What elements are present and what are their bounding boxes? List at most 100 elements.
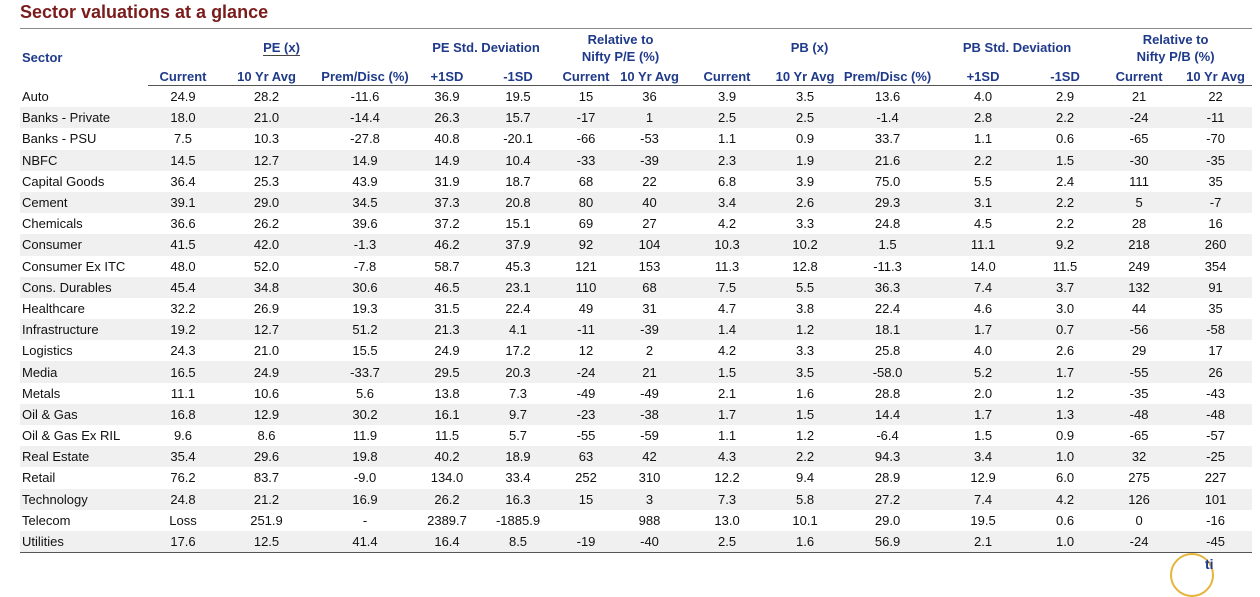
value-cell: 22 [642, 173, 657, 189]
value-cell: 17 [1208, 343, 1223, 359]
value-cell: 3 [615, 488, 685, 510]
value-cell: -38 [615, 403, 685, 425]
header-rel-pb-line2: Nifty P/B (%) [1136, 48, 1215, 64]
value-cell: 21.0 [218, 107, 315, 129]
value-cell: 1.2 [1056, 385, 1075, 401]
value-cell: 8.5 [479, 530, 558, 554]
sector-name-cell: Capital Goods [22, 173, 105, 189]
value-cell: 25.8 [874, 343, 901, 359]
sector-name-cell: Oil & Gas [20, 403, 148, 425]
sector-name-cell: Banks - PSU [22, 131, 97, 147]
value-cell: 5.6 [355, 385, 375, 401]
value-cell: 1.5 [1031, 149, 1100, 171]
value-cell: 0.9 [795, 131, 815, 147]
value-cell: 13.6 [874, 89, 901, 105]
table-row: Utilities 17.6 12.5 41.4 16.4 8.5 -19 -40 2.5 1.6… [20, 530, 1253, 554]
value-cell: 2 [645, 343, 654, 359]
value-cell: -1885.9 [495, 512, 541, 528]
value-cell: -59 [640, 428, 659, 444]
value-cell: 10.3 [684, 234, 771, 256]
sector-name-cell: Real Estate [20, 446, 148, 468]
value-cell: 19.8 [315, 446, 415, 468]
value-cell: 16.3 [479, 488, 558, 510]
value-cell: 7.5 [173, 131, 193, 147]
header-sector: Sector [22, 49, 63, 65]
value-cell: 153 [638, 258, 661, 274]
value-cell: 52.0 [253, 258, 280, 274]
value-cell: 20.3 [479, 361, 558, 383]
value-cell: 29.5 [415, 361, 479, 383]
subheader-cell: 10 Yr Avg [770, 66, 841, 86]
value-cell: 121 [575, 258, 597, 274]
value-cell: -45 [1179, 530, 1253, 554]
value-cell: 68 [578, 173, 594, 189]
value-cell: 14.5 [148, 149, 218, 171]
value-cell: -17 [557, 107, 616, 129]
value-cell: 11.1 [935, 234, 1032, 256]
sector-name-cell: Consumer [20, 234, 148, 256]
brand-logo-text: ti [1205, 556, 1214, 572]
value-cell: 36.4 [170, 173, 196, 189]
table-row: Healthcare 32.2 26.9 19.3 31.5 22.4 49 31 4.7 3.8… [20, 298, 1252, 319]
value-cell: Loss [169, 512, 197, 528]
value-cell: 1.7 [935, 403, 1032, 425]
value-cell: 126 [1099, 488, 1180, 510]
value-cell: 16.9 [315, 488, 415, 510]
sector-name-cell: Retail [22, 470, 56, 486]
subheader-cell: Prem/Disc (%) [315, 66, 415, 86]
table-row: Consumer Ex ITC 48.0 52.0 -7.8 58.7 45.3 121 15… [20, 256, 1252, 277]
value-cell: -35 [1129, 385, 1149, 401]
value-cell: 36 [642, 89, 657, 105]
value-cell: 44 [1131, 300, 1147, 316]
value-cell: 12.8 [792, 258, 818, 274]
value-cell: -7 [1179, 191, 1253, 214]
value-cell: 3.1 [935, 191, 1032, 214]
value-cell: 12.5 [218, 530, 315, 554]
value-cell: 12.9 [970, 470, 996, 486]
value-cell: 5.8 [770, 488, 841, 510]
value-cell: 18.1 [840, 319, 936, 341]
value-cell: 17.6 [148, 530, 218, 554]
value-cell: 218 [1099, 234, 1180, 256]
table-row: Technology 24.8 21.2 16.9 26.2 16.3 15 3 7.3 5.8 2… [20, 488, 1253, 510]
value-cell: 75.0 [874, 173, 901, 189]
value-cell: 1.5 [840, 234, 936, 256]
value-cell: 30.6 [315, 276, 415, 298]
value-cell: 5.7 [508, 428, 528, 444]
value-cell: 15.1 [505, 216, 531, 232]
header-rel-pe-line2: Nifty P/E (%) [581, 48, 660, 64]
value-cell: 30.2 [315, 403, 415, 425]
value-cell: 1.1 [717, 428, 737, 444]
value-cell: 8.6 [257, 428, 276, 444]
table-row: Media 16.5 24.9 -33.7 29.5 20.3 -24 21 1.5 3.5 -58… [20, 361, 1253, 383]
value-cell: 32 [1099, 446, 1180, 468]
value-cell: 9.7 [479, 403, 558, 425]
value-cell: 7.3 [684, 488, 771, 510]
value-cell: 16.4 [415, 530, 479, 554]
value-cell: 33.4 [505, 470, 531, 486]
sector-name-cell: Telecom [22, 512, 71, 528]
value-cell: 2.8 [935, 107, 1032, 129]
value-cell: 6.8 [717, 173, 737, 189]
value-cell: 36.3 [840, 276, 936, 298]
value-cell: -11 [1179, 107, 1253, 129]
value-cell: 1.6 [795, 385, 815, 401]
value-cell: 4.0 [974, 343, 993, 359]
value-cell: 12.9 [218, 403, 315, 425]
value-cell: -7.8 [353, 258, 377, 274]
value-cell: 94.3 [840, 446, 936, 468]
value-cell: 2389.7 [427, 512, 467, 528]
value-cell: 9.6 [173, 428, 193, 444]
value-cell: 3.0 [1056, 300, 1075, 316]
page-title: Sector valuations at a glance [20, 2, 269, 22]
value-cell: 10.1 [792, 512, 818, 528]
value-cell: -30 [1099, 149, 1180, 171]
value-cell: 15 [557, 488, 616, 510]
value-cell: 11.1 [170, 385, 196, 401]
subheader-cell: -1SD [479, 66, 558, 86]
subheader-row: Current 10 Yr Avg Prem/Disc (%) +1SD -1SD Cur… [20, 66, 1253, 86]
value-cell: 14.0 [970, 258, 996, 274]
value-cell: 35 [1208, 300, 1223, 316]
value-cell: -56 [1099, 319, 1180, 341]
value-cell: 40.8 [434, 131, 460, 147]
